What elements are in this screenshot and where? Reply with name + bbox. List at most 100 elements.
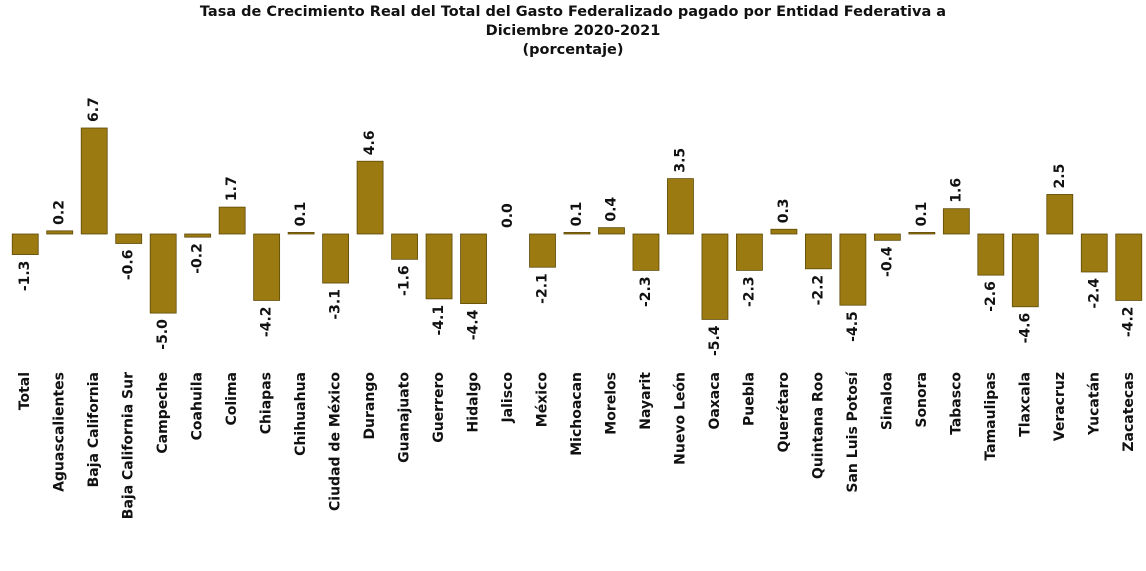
x-tick-label: Colima xyxy=(224,372,240,426)
value-label: -5.4 xyxy=(707,325,723,356)
value-label: 1.6 xyxy=(948,178,964,203)
value-label: -2.1 xyxy=(535,273,551,304)
bar xyxy=(977,233,1005,276)
bar xyxy=(425,233,453,300)
bar xyxy=(460,233,487,305)
bar xyxy=(80,127,108,235)
value-label: -1.6 xyxy=(397,265,413,296)
value-label: -0.2 xyxy=(190,243,206,274)
x-tick-label: Durango xyxy=(362,372,378,440)
bar xyxy=(322,233,350,284)
bar xyxy=(908,232,936,235)
value-label: -2.4 xyxy=(1086,278,1102,309)
x-tick-label: Tabasco xyxy=(948,372,964,435)
bar xyxy=(115,233,143,244)
bar xyxy=(942,208,970,235)
value-label: -4.4 xyxy=(466,309,482,340)
value-label: 0.3 xyxy=(776,198,792,223)
value-label: -2.3 xyxy=(741,276,757,307)
value-label: -3.1 xyxy=(328,289,344,320)
bar xyxy=(1115,233,1143,301)
bar xyxy=(839,233,867,306)
value-label: 0.1 xyxy=(293,202,309,227)
bar xyxy=(253,233,281,301)
bar xyxy=(598,227,625,235)
x-tick-label: Sonora xyxy=(914,372,930,428)
bar xyxy=(667,178,694,235)
x-tick-label: Yucatán xyxy=(1086,372,1102,436)
x-tick-label: Quintana Roo xyxy=(810,372,826,479)
value-label: -4.5 xyxy=(845,311,861,342)
x-tick-label: Tamaulipas xyxy=(983,372,999,461)
value-label: 0.4 xyxy=(603,197,619,222)
x-tick-label: Chiapas xyxy=(259,372,275,434)
bar xyxy=(391,233,418,260)
value-label: -2.2 xyxy=(810,275,826,306)
x-tick-label: Tlaxcala xyxy=(1017,372,1033,437)
x-tick-label: Oaxaca xyxy=(707,372,723,430)
bar xyxy=(287,232,315,235)
bar xyxy=(46,230,74,235)
value-label: -2.3 xyxy=(638,276,654,307)
x-tick-label: Veracruz xyxy=(1052,372,1068,441)
x-tick-label: Nuevo León xyxy=(672,372,688,465)
value-label: 4.6 xyxy=(362,130,378,155)
value-label: 2.5 xyxy=(1052,164,1068,189)
value-label: -2.6 xyxy=(983,281,999,312)
value-label: -4.2 xyxy=(259,306,275,337)
bar xyxy=(804,233,832,270)
bar xyxy=(701,233,729,320)
bar xyxy=(149,233,177,314)
x-tick-label: Guerrero xyxy=(431,372,447,443)
x-tick-label: Morelos xyxy=(603,372,619,435)
bar xyxy=(770,228,798,235)
bar xyxy=(632,233,660,271)
bar xyxy=(873,233,901,241)
value-label: -4.2 xyxy=(1121,306,1137,337)
value-label: -1.3 xyxy=(17,261,33,292)
value-label: -4.1 xyxy=(431,305,447,336)
value-label: 0.1 xyxy=(569,202,585,227)
x-tick-label: Coahuila xyxy=(190,372,206,440)
bar xyxy=(184,233,212,238)
value-label: 3.5 xyxy=(672,148,688,173)
bar xyxy=(529,233,556,268)
x-tick-label: México xyxy=(535,372,551,428)
value-label: -5.0 xyxy=(155,319,171,350)
x-tick-label: Michoacan xyxy=(569,372,585,456)
value-label: -4.6 xyxy=(1017,313,1033,344)
value-label: 0.1 xyxy=(914,202,930,227)
bar xyxy=(356,160,384,235)
x-tick-label: Chihuahua xyxy=(293,372,309,456)
x-tick-label: San Luis Potosí xyxy=(845,371,861,493)
chart-subtitle: (porcentaje) xyxy=(522,42,624,58)
x-tick-label: Baja California Sur xyxy=(121,372,137,519)
x-tick-label: Ciudad de México xyxy=(328,372,344,511)
x-tick-label: Baja California xyxy=(86,372,102,487)
header: Tasa de Crecimiento Real del Total del G… xyxy=(123,3,1023,60)
x-tick-label: Hidalgo xyxy=(466,372,482,433)
x-tick-label: Puebla xyxy=(741,372,757,426)
bar xyxy=(563,232,591,235)
value-label: 1.7 xyxy=(224,176,240,201)
x-tick-label: Zacatecas xyxy=(1121,372,1137,452)
value-label: -0.4 xyxy=(879,246,895,277)
x-tick-label: Guanajuato xyxy=(397,372,413,463)
bar xyxy=(218,206,246,235)
x-tick-label: Total xyxy=(17,372,33,410)
value-label: -0.6 xyxy=(121,249,137,280)
bar xyxy=(1080,233,1108,273)
value-label: 6.7 xyxy=(86,97,102,122)
value-label: 0.0 xyxy=(500,203,516,228)
bar xyxy=(1011,233,1039,308)
bar xyxy=(11,233,39,255)
chart-title: Tasa de Crecimiento Real del Total del G… xyxy=(199,4,947,39)
x-tick-label: Campeche xyxy=(155,372,171,454)
x-tick-label: Jalisco xyxy=(500,372,516,424)
bar xyxy=(736,233,763,271)
x-tick-label: Sinaloa xyxy=(879,372,895,430)
x-tick-label: Querétaro xyxy=(776,372,792,453)
x-tick-label: Nayarit xyxy=(638,372,654,430)
